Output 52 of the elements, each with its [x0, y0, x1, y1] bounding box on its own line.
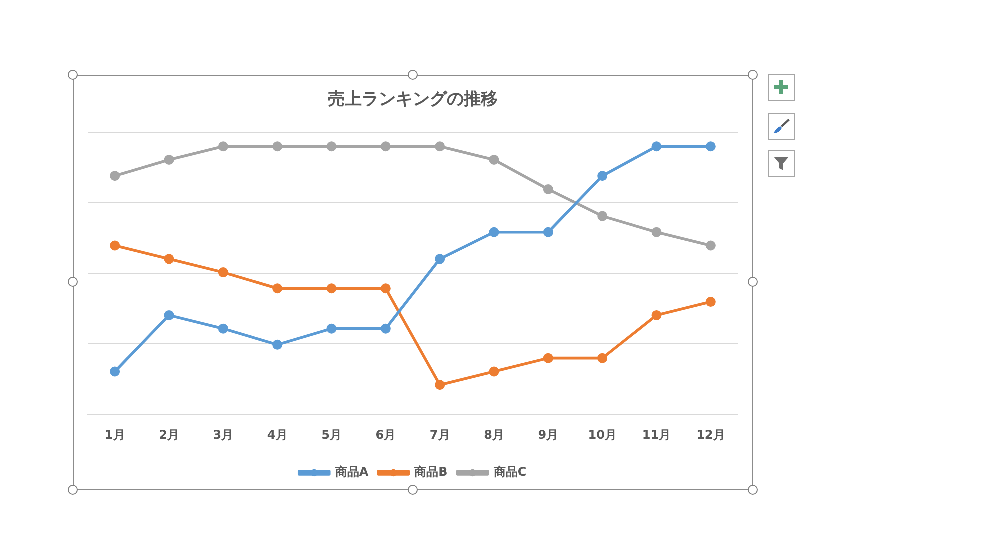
x-tick-label: 11月	[642, 428, 672, 442]
point	[110, 366, 120, 377]
point	[218, 324, 228, 334]
point	[110, 240, 120, 251]
point	[598, 211, 608, 222]
point	[489, 366, 500, 377]
point	[489, 155, 500, 166]
point	[706, 297, 716, 308]
point	[543, 353, 554, 364]
point	[326, 284, 337, 294]
point	[489, 227, 500, 238]
point	[706, 142, 716, 152]
point	[543, 184, 554, 194]
legend-label: 商品C	[492, 465, 527, 480]
point	[110, 171, 120, 182]
point	[218, 142, 228, 152]
legend-label: 商品B	[414, 465, 448, 480]
point	[652, 142, 662, 152]
x-tick-label: 3月	[213, 428, 234, 442]
x-tick-label: 6月	[376, 428, 396, 442]
x-tick-label: 5月	[322, 428, 342, 442]
point	[326, 142, 337, 152]
point	[326, 324, 337, 334]
x-tick-label: 7月	[430, 428, 450, 442]
point	[164, 155, 174, 166]
point	[435, 142, 446, 152]
x-tick-label: 2月	[159, 428, 180, 442]
x-tick-label: 1月	[104, 428, 126, 442]
point	[380, 324, 391, 334]
point	[164, 254, 174, 264]
point	[218, 268, 228, 278]
legend-label: 商品A	[334, 465, 370, 480]
point	[543, 227, 554, 238]
point	[598, 353, 608, 364]
x-tick-label: 12月	[696, 428, 726, 442]
point	[272, 340, 283, 350]
point	[652, 227, 662, 238]
x-tick-label: 4月	[267, 428, 288, 442]
point	[652, 310, 662, 320]
x-tick-label: 10月	[588, 428, 617, 442]
x-tick-label: 8月	[484, 428, 504, 442]
point	[272, 284, 283, 294]
point	[435, 380, 446, 390]
chart-title: 売上ランキングの推移	[328, 90, 498, 110]
point	[706, 240, 716, 251]
point	[380, 142, 391, 152]
point	[598, 171, 608, 182]
x-tick-label: 9月	[538, 428, 559, 442]
point	[435, 254, 446, 264]
point	[380, 284, 391, 294]
point	[272, 142, 283, 152]
point	[164, 310, 174, 320]
